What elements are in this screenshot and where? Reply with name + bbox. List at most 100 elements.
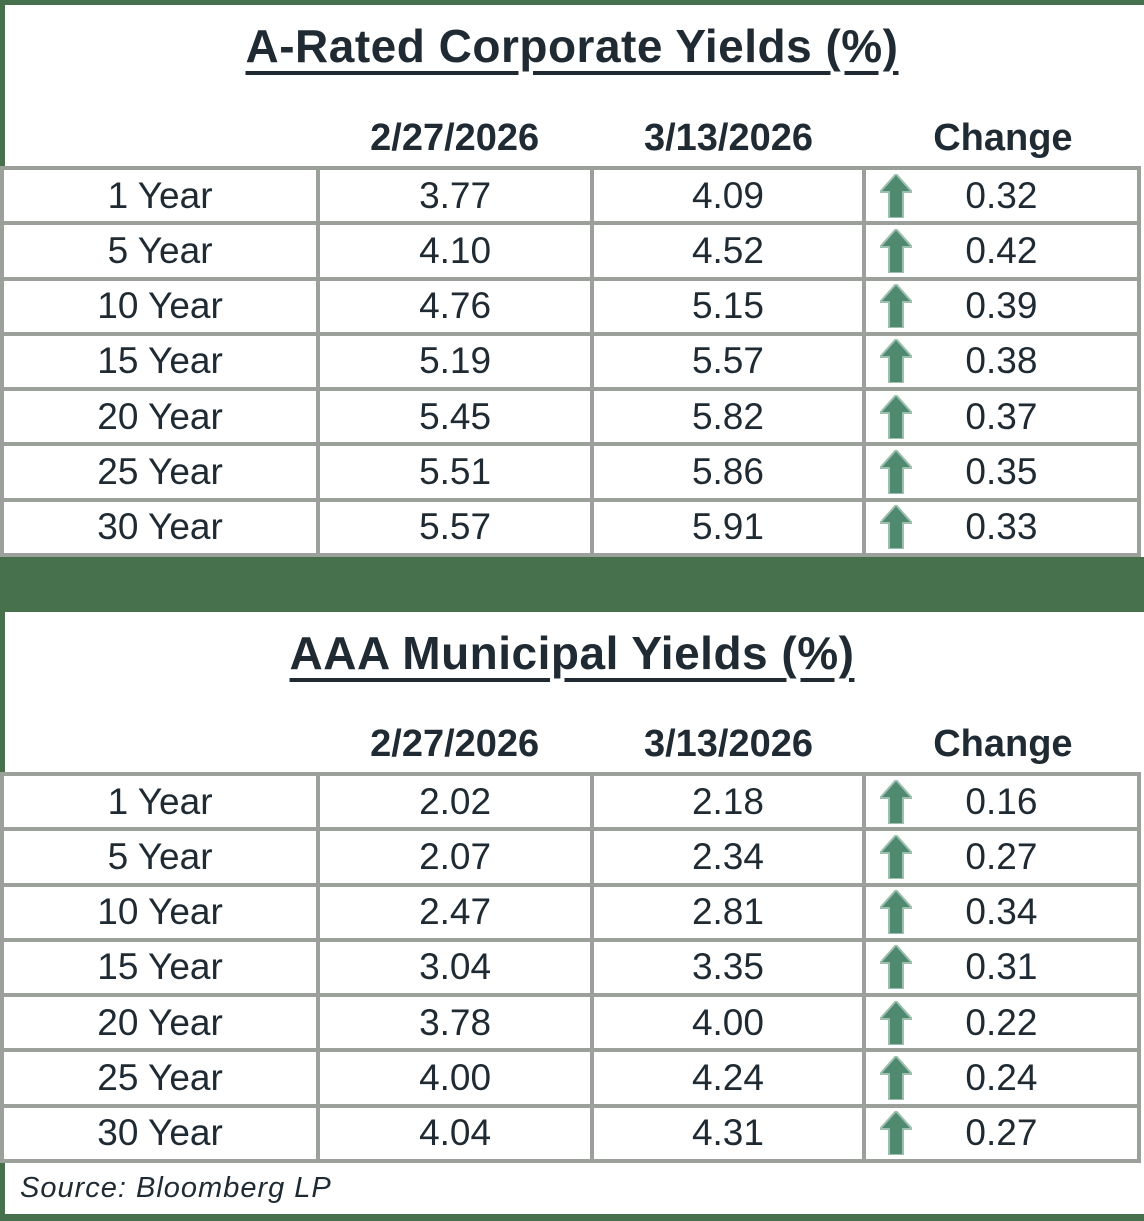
change-cell: 0.31 <box>861 937 1142 998</box>
up-arrow-icon <box>879 834 912 879</box>
up-arrow-icon <box>879 228 912 273</box>
prev-yield-cell: 4.76 <box>316 276 595 336</box>
curr-yield-cell: 2.18 <box>590 772 866 832</box>
term-cell: 25 Year <box>0 1048 321 1108</box>
up-arrow-icon <box>879 1000 912 1045</box>
table-row: 10 Year 2.47 2.81 0.34 <box>0 882 1142 942</box>
term-cell: 10 Year <box>0 882 321 942</box>
up-arrow-icon <box>879 779 912 824</box>
term-cell: 30 Year <box>0 497 321 557</box>
term-cell: 1 Year <box>0 166 321 226</box>
curr-yield-cell: 4.24 <box>590 1048 866 1108</box>
change-cell: 0.38 <box>861 331 1142 392</box>
change-cell: 0.42 <box>861 221 1142 281</box>
change-value: 0.31 <box>965 946 1038 988</box>
column-header-date-1: 2/27/2026 <box>370 117 540 159</box>
column-header-date-2: 3/13/2026 <box>643 117 814 159</box>
term-cell: 20 Year <box>0 993 321 1053</box>
curr-yield-cell: 4.52 <box>590 221 866 281</box>
term-cell: 15 Year <box>0 937 321 998</box>
term-cell: 20 Year <box>0 387 321 447</box>
change-cell: 0.32 <box>861 166 1142 226</box>
change-value: 0.33 <box>965 506 1038 548</box>
curr-yield-cell: 2.81 <box>590 882 866 942</box>
column-headers: 2/27/2026 3/13/2026 Change <box>0 117 1141 166</box>
table-row: 1 Year 3.77 4.09 0.32 <box>0 166 1142 226</box>
change-value: 0.22 <box>965 1001 1038 1043</box>
municipal-yields-table: 1 Year 2.02 2.18 0.16 5 Year 2.07 2.34 0.27 10… <box>0 772 1144 1163</box>
up-arrow-icon <box>879 450 912 495</box>
term-cell: 5 Year <box>0 827 321 887</box>
prev-yield-cell: 4.00 <box>316 1048 595 1108</box>
section-separator-bar <box>0 557 1144 612</box>
term-cell: 5 Year <box>0 221 321 281</box>
change-value: 0.34 <box>965 891 1038 933</box>
prev-yield-cell: 4.10 <box>316 221 595 281</box>
change-cell: 0.37 <box>861 387 1142 447</box>
column-header-date-2: 3/13/2026 <box>643 723 814 765</box>
change-cell: 0.24 <box>861 1048 1142 1108</box>
prev-yield-cell: 2.07 <box>316 827 595 887</box>
up-arrow-icon <box>879 890 912 935</box>
change-cell: 0.35 <box>861 442 1142 502</box>
change-value: 0.16 <box>965 780 1038 822</box>
change-cell: 0.39 <box>861 276 1142 336</box>
up-arrow-icon <box>879 394 912 439</box>
curr-yield-cell: 5.57 <box>590 331 866 392</box>
curr-yield-cell: 5.82 <box>590 387 866 447</box>
up-arrow-icon <box>879 284 912 329</box>
table-row: 20 Year 5.45 5.82 0.37 <box>0 387 1142 447</box>
column-header-change: Change <box>933 117 1073 159</box>
corporate-yields-title: A-Rated Corporate Yields (%) <box>245 20 899 72</box>
change-cell: 0.34 <box>861 882 1142 942</box>
table-row: 5 Year 2.07 2.34 0.27 <box>0 827 1142 887</box>
table-row: 20 Year 3.78 4.00 0.22 <box>0 993 1142 1053</box>
prev-yield-cell: 3.77 <box>316 166 595 226</box>
change-cell: 0.27 <box>861 827 1142 887</box>
change-value: 0.24 <box>965 1057 1038 1099</box>
change-value: 0.39 <box>965 285 1038 327</box>
change-cell: 0.27 <box>861 1103 1142 1163</box>
change-value: 0.32 <box>965 174 1038 216</box>
prev-yield-cell: 4.04 <box>316 1103 595 1163</box>
prev-yield-cell: 5.51 <box>316 442 595 502</box>
term-cell: 1 Year <box>0 772 321 832</box>
up-arrow-icon <box>879 173 912 218</box>
municipal-yields-title: AAA Municipal Yields (%) <box>289 627 855 679</box>
left-green-strip <box>0 1163 5 1214</box>
left-green-strip <box>0 5 5 166</box>
curr-yield-cell: 4.09 <box>590 166 866 226</box>
curr-yield-cell: 5.91 <box>590 497 866 557</box>
change-value: 0.37 <box>965 395 1038 437</box>
up-arrow-icon <box>879 945 912 990</box>
table-row: 5 Year 4.10 4.52 0.42 <box>0 221 1142 281</box>
change-value: 0.35 <box>965 451 1038 493</box>
column-header-date-1: 2/27/2026 <box>370 723 540 765</box>
change-value: 0.27 <box>965 835 1038 877</box>
column-headers: 2/27/2026 3/13/2026 Change <box>0 723 1141 772</box>
up-arrow-icon <box>879 1111 912 1156</box>
curr-yield-cell: 3.35 <box>590 937 866 998</box>
term-cell: 10 Year <box>0 276 321 336</box>
source-attribution: Source: Bloomberg LP <box>20 1172 332 1204</box>
column-header-change: Change <box>933 723 1073 765</box>
up-arrow-icon <box>879 339 912 384</box>
table-row: 25 Year 4.00 4.24 0.24 <box>0 1048 1142 1108</box>
change-cell: 0.16 <box>861 772 1142 832</box>
term-cell: 30 Year <box>0 1103 321 1163</box>
prev-yield-cell: 3.04 <box>316 937 595 998</box>
source-row: Source: Bloomberg LP <box>0 1163 1144 1214</box>
table-row: 10 Year 4.76 5.15 0.39 <box>0 276 1142 336</box>
bottom-green-bar <box>0 1214 1144 1221</box>
corporate-yields-table: 1 Year 3.77 4.09 0.32 5 Year 4.10 4.52 0.42 10… <box>0 166 1144 557</box>
left-green-strip <box>0 612 5 772</box>
table-row: 15 Year 3.04 3.35 0.31 <box>0 937 1142 998</box>
prev-yield-cell: 5.19 <box>316 331 595 392</box>
curr-yield-cell: 5.86 <box>590 442 866 502</box>
term-column-spacer <box>0 723 317 766</box>
change-cell: 0.33 <box>861 497 1142 557</box>
curr-yield-cell: 4.31 <box>590 1103 866 1163</box>
curr-yield-cell: 2.34 <box>590 827 866 887</box>
corporate-yields-header: A-Rated Corporate Yields (%) 2/27/2026 3/… <box>0 5 1144 166</box>
